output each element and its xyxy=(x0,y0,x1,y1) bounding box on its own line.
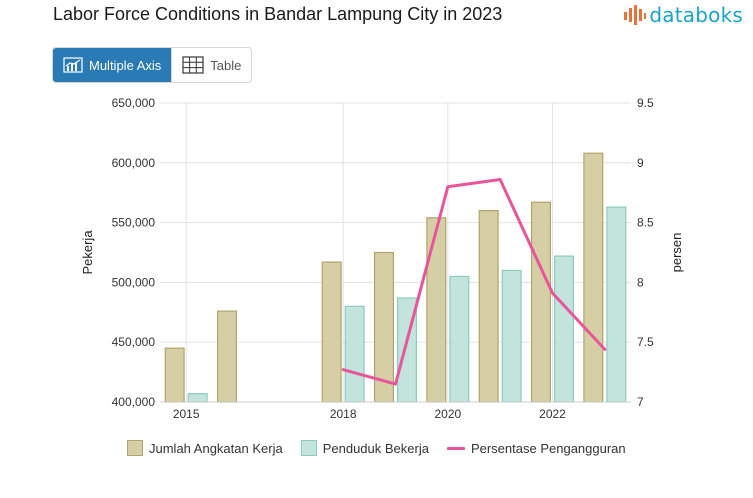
bar-jumlah-angkatan-kerja xyxy=(321,261,342,403)
bar-penduduk-bekerja xyxy=(187,393,208,403)
legend-item-jumlah-angkatan-kerja[interactable]: Jumlah Angkatan Kerja xyxy=(127,440,283,456)
multiple-axis-label: Multiple Axis xyxy=(89,57,162,73)
y2-tick-label: 9.5 xyxy=(637,96,654,110)
bar-penduduk-bekerja xyxy=(344,305,365,403)
legend-swatch-penduduk-bekerja xyxy=(300,440,317,456)
y2-tick-label: 8 xyxy=(637,275,644,289)
y-tick-label: 650,000 xyxy=(112,96,156,110)
bar-jumlah-angkatan-kerja xyxy=(478,210,499,403)
y-tick-label: 450,000 xyxy=(112,335,156,349)
bar-penduduk-bekerja xyxy=(501,269,522,403)
y-tick-label: 600,000 xyxy=(112,156,156,170)
y-tick-label: 400,000 xyxy=(112,395,156,409)
y-tick-label: 500,000 xyxy=(112,275,156,289)
bar-penduduk-bekerja xyxy=(553,255,575,403)
x-tick-label: 2015 xyxy=(173,407,200,421)
line-persentase-pengangguran xyxy=(341,178,607,386)
bar-penduduk-bekerja xyxy=(449,275,470,403)
bar-jumlah-angkatan-kerja xyxy=(530,201,552,403)
databoks-logo-icon xyxy=(624,5,647,25)
chart-title: Labor Force Conditions in Bandar Lampung… xyxy=(53,4,503,24)
table-label: Table xyxy=(210,57,242,73)
chart-icon xyxy=(63,57,83,73)
bar-jumlah-angkatan-kerja xyxy=(426,217,447,403)
legend-label: Jumlah Angkatan Kerja xyxy=(149,440,283,456)
chart-legend: Jumlah Angkatan Kerja Penduduk Bekerja P… xyxy=(127,440,644,456)
view-toggle: Multiple Axis Table xyxy=(52,47,253,83)
y2-tick-label: 7 xyxy=(637,395,644,409)
bar-jumlah-angkatan-kerja xyxy=(216,310,238,403)
legend-item-persentase-pengangguran[interactable]: Persentase Pengangguran xyxy=(446,440,626,456)
y-axis-title: Pekerja xyxy=(80,230,95,275)
bar-jumlah-angkatan-kerja xyxy=(583,152,604,403)
y2-tick-label: 8.5 xyxy=(637,216,654,230)
brand-logo[interactable]: databoks xyxy=(623,3,743,27)
x-tick-label: 2022 xyxy=(539,407,566,421)
legend-label: Penduduk Bekerja xyxy=(322,440,429,456)
legend-swatch-persentase-pengangguran xyxy=(446,446,465,450)
bar-jumlah-angkatan-kerja xyxy=(164,347,185,403)
x-tick-label: 2018 xyxy=(330,407,357,421)
brand-name: databoks xyxy=(649,3,743,27)
table-grid-icon xyxy=(182,56,204,74)
multiple-axis-button[interactable]: Multiple Axis xyxy=(53,48,172,82)
y2-axis-title: persen xyxy=(669,233,684,273)
legend-label: Persentase Pengangguran xyxy=(470,440,626,456)
legend-swatch-jumlah-angkatan-kerja xyxy=(127,440,143,456)
y2-tick-label: 9 xyxy=(637,156,644,170)
bar-penduduk-bekerja xyxy=(606,206,627,403)
legend-item-penduduk-bekerja[interactable]: Penduduk Bekerja xyxy=(300,440,429,456)
y2-tick-label: 7.5 xyxy=(637,335,654,349)
table-button[interactable]: Table xyxy=(171,48,251,82)
x-tick-label: 2020 xyxy=(434,407,461,421)
y-tick-label: 550,000 xyxy=(112,216,156,230)
